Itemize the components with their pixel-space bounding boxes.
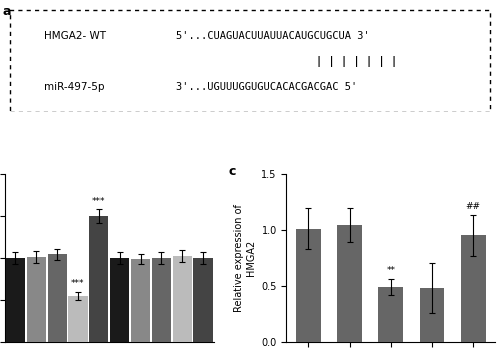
Bar xyxy=(89,216,108,342)
Bar xyxy=(461,236,485,342)
Y-axis label: Relative expression of
HMGA2: Relative expression of HMGA2 xyxy=(234,204,256,312)
Bar xyxy=(110,258,130,342)
Bar xyxy=(6,258,25,342)
Bar xyxy=(296,229,320,342)
Text: 5'...CUAGUACUUAUUACAUGCUGCUA 3': 5'...CUAGUACUUAUUACAUGCUGCUA 3' xyxy=(176,31,370,42)
Text: c: c xyxy=(228,165,235,178)
Text: **: ** xyxy=(386,266,395,275)
Text: miR-497-5p: miR-497-5p xyxy=(44,82,104,92)
Bar xyxy=(194,258,212,342)
Text: | | | | | | |: | | | | | | | xyxy=(316,56,398,67)
FancyBboxPatch shape xyxy=(10,10,490,112)
Text: ***: *** xyxy=(71,279,85,288)
Bar xyxy=(152,258,171,342)
Bar xyxy=(48,254,66,342)
Bar xyxy=(378,287,403,342)
Bar xyxy=(131,259,150,342)
Text: 3'...UGUUUGGUGUCACACGACGAC 5': 3'...UGUUUGGUGUCACACGACGAC 5' xyxy=(176,82,358,92)
Bar xyxy=(337,225,362,342)
Bar xyxy=(26,257,46,342)
Bar xyxy=(172,256,192,342)
Bar xyxy=(68,296,87,342)
Text: a: a xyxy=(2,5,11,18)
Text: ***: *** xyxy=(92,197,106,206)
Bar xyxy=(420,288,444,342)
Text: HMGA2- WT: HMGA2- WT xyxy=(44,31,106,42)
Text: ##: ## xyxy=(466,202,480,211)
